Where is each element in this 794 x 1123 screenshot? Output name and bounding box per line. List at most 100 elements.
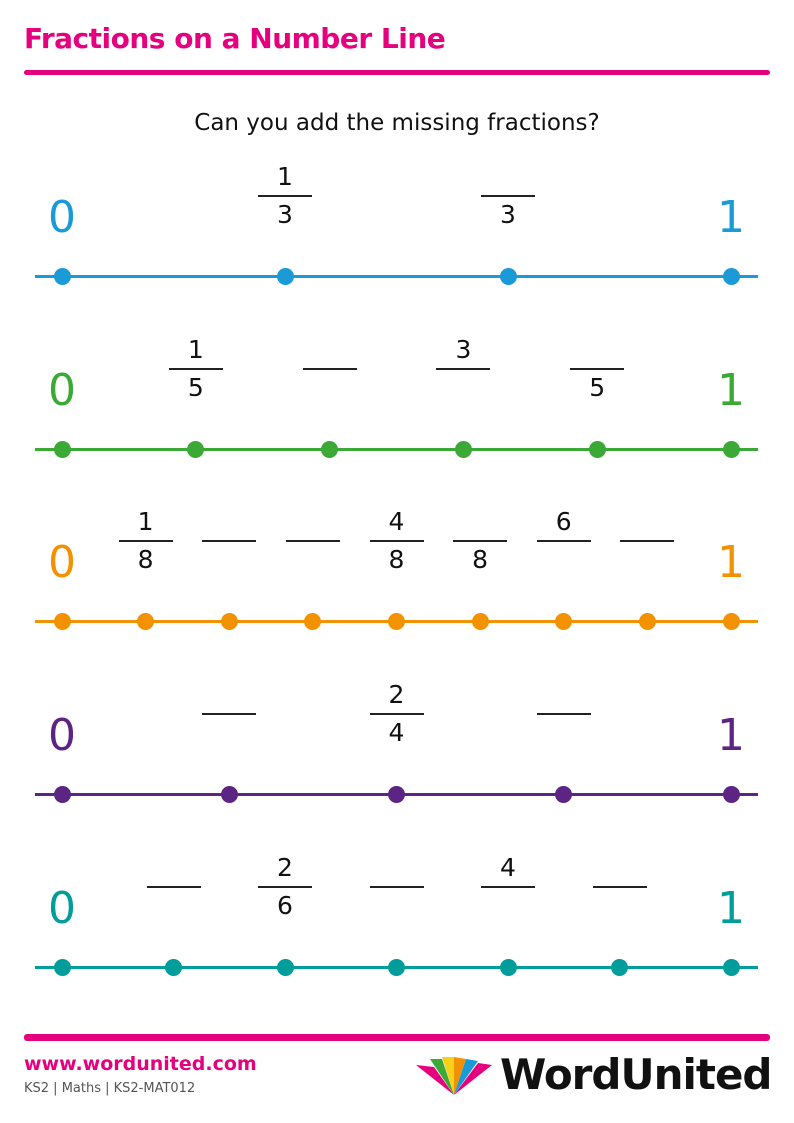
fraction-numerator[interactable] [286, 506, 340, 538]
fraction-bar [453, 540, 508, 542]
fraction-label[interactable] [592, 852, 647, 922]
worksheet-meta: KS2 | Maths | KS2-MAT012 [24, 1081, 196, 1096]
fraction-denominator[interactable]: 8 [472, 544, 489, 574]
fraction-bar [302, 368, 357, 370]
number-line-point [454, 441, 472, 458]
fraction-label[interactable] [302, 334, 357, 404]
start-label: 0 [48, 192, 76, 243]
fraction-label[interactable]: 5 [570, 334, 625, 404]
number-line-axis [35, 448, 758, 451]
fraction-label[interactable] [285, 506, 340, 576]
fraction-label[interactable]: 4 [481, 852, 535, 922]
number-line-point [555, 613, 573, 630]
fraction-denominator[interactable]: 5 [187, 372, 204, 402]
number-line-point [137, 613, 155, 630]
fraction-bar [118, 540, 173, 542]
fraction-label[interactable]: 6 [536, 506, 591, 576]
fraction-denominator[interactable] [147, 890, 201, 922]
start-label: 0 [48, 365, 76, 416]
fraction-denominator[interactable]: 3 [500, 199, 516, 229]
number-line-point [321, 441, 339, 458]
fraction-numerator[interactable]: 6 [555, 507, 572, 536]
fraction-label[interactable] [536, 679, 591, 749]
fraction-numerator[interactable] [370, 852, 424, 884]
fraction-numerator[interactable] [202, 679, 256, 711]
fraction-numerator[interactable]: 3 [455, 335, 472, 364]
number-line-axis [35, 275, 758, 278]
fraction-bar [570, 368, 625, 370]
start-label: 0 [48, 710, 76, 761]
fraction-denominator[interactable]: 8 [137, 544, 154, 574]
fraction-denominator[interactable]: 8 [388, 544, 405, 574]
number-line-point [220, 613, 238, 630]
fraction-denominator[interactable] [202, 717, 256, 749]
fraction-label[interactable] [202, 506, 257, 576]
fraction-numerator[interactable] [202, 506, 256, 538]
fraction-label[interactable]: 3 [436, 334, 491, 404]
fraction-numerator[interactable] [570, 334, 624, 366]
page-title: Fractions on a Number Line [24, 22, 446, 55]
fraction-denominator[interactable] [537, 544, 591, 576]
fraction-bar [258, 886, 312, 888]
fraction-numerator[interactable]: 4 [388, 507, 405, 536]
fraction-bar [202, 540, 257, 542]
fraction-numerator[interactable]: 1 [187, 335, 204, 364]
number-line-point [611, 959, 628, 976]
number-line-point [220, 786, 238, 803]
fraction-numerator[interactable] [147, 852, 201, 884]
fraction-denominator[interactable] [286, 544, 340, 576]
fraction-numerator[interactable] [537, 679, 591, 711]
fraction-numerator[interactable] [620, 506, 674, 538]
fraction-bar [258, 195, 312, 197]
number-line-point [53, 959, 71, 976]
fraction-numerator[interactable] [481, 161, 535, 193]
fraction-bar [285, 540, 340, 542]
fraction-bar [536, 713, 591, 715]
fraction-denominator[interactable] [370, 890, 424, 922]
fraction-denominator[interactable] [202, 544, 256, 576]
fraction-numerator[interactable] [453, 506, 507, 538]
number-line-point [722, 786, 740, 803]
fraction-label[interactable] [369, 852, 424, 922]
brand-name: WordUnited [500, 1050, 772, 1099]
fraction-numerator[interactable]: 1 [137, 507, 154, 536]
number-line-point [388, 786, 405, 803]
fraction-bar [481, 886, 535, 888]
fraction-denominator[interactable] [620, 544, 674, 576]
fraction-denominator[interactable] [593, 890, 647, 922]
number-line-point [304, 613, 322, 630]
fraction-label[interactable]: 8 [453, 506, 508, 576]
fraction-numerator[interactable] [303, 334, 357, 366]
fraction-denominator[interactable]: 5 [589, 372, 606, 402]
fraction-denominator[interactable] [303, 372, 357, 404]
fraction-label[interactable] [620, 506, 675, 576]
fraction-numerator[interactable]: 2 [388, 680, 405, 709]
fraction-bar [592, 886, 647, 888]
website-link[interactable]: www.wordunited.com [24, 1053, 257, 1075]
fraction-denominator[interactable] [537, 717, 591, 749]
number-line-point [722, 441, 740, 458]
fraction-denominator[interactable] [436, 372, 490, 404]
fraction-denominator[interactable]: 6 [277, 890, 293, 920]
number-line-point [187, 441, 205, 458]
fraction-numerator[interactable]: 2 [277, 853, 293, 882]
fraction-numerator[interactable] [593, 852, 647, 884]
fraction-label[interactable]: 3 [481, 161, 535, 231]
fraction-label[interactable] [146, 852, 201, 922]
fraction-denominator[interactable]: 3 [277, 199, 293, 229]
fraction-bar [369, 713, 424, 715]
fraction-numerator[interactable]: 4 [500, 853, 516, 882]
fraction-denominator[interactable] [481, 890, 535, 922]
fraction-label[interactable] [202, 679, 257, 749]
fraction-denominator[interactable]: 4 [388, 717, 405, 747]
fraction-numerator[interactable]: 1 [277, 162, 293, 191]
